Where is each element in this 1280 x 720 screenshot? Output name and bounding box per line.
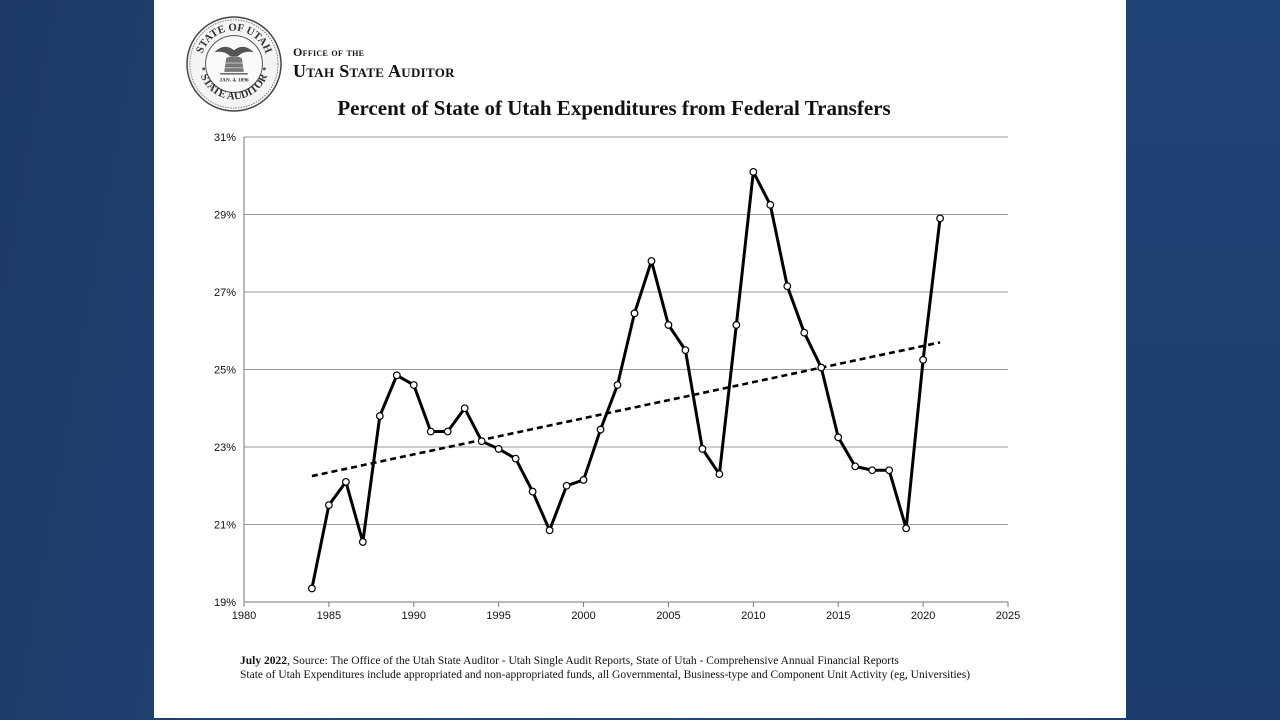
data-point	[715, 470, 724, 479]
data-point	[477, 437, 486, 446]
data-point	[426, 427, 435, 436]
series-line	[310, 170, 942, 589]
x-tick-label: 2000	[571, 610, 595, 622]
data-point	[749, 167, 758, 176]
data-point	[851, 462, 860, 471]
data-point	[902, 524, 911, 533]
data-point	[885, 466, 894, 475]
chart-panel	[154, 0, 1126, 718]
data-point	[494, 445, 503, 453]
office-line-1: Office of the	[293, 45, 365, 59]
footnote-date: July 2022	[240, 655, 287, 667]
data-point	[596, 425, 605, 434]
data-point	[528, 487, 537, 496]
data-point	[698, 445, 707, 453]
data-point	[919, 355, 928, 364]
eagle-beehive-icon	[214, 46, 254, 75]
utah-state-seal: STATE OF UTAH STATE AUDITOR JAN. 4, 1896	[186, 16, 282, 112]
svg-text:JAN. 4, 1896: JAN. 4, 1896	[219, 78, 249, 84]
data-point	[409, 381, 418, 389]
data-point	[817, 363, 826, 372]
x-tick-label: 2025	[996, 610, 1020, 622]
data-point	[308, 584, 316, 593]
data-point	[613, 381, 622, 389]
data-point	[460, 404, 469, 413]
data-point	[732, 321, 741, 329]
data-point	[545, 526, 554, 535]
chart-title: Percent of State of Utah Expenditures fr…	[337, 96, 891, 120]
office-line-2: Utah State Auditor	[293, 61, 455, 81]
data-point	[443, 427, 452, 436]
data-point	[324, 501, 333, 510]
data-point	[783, 282, 792, 291]
data-point	[681, 346, 690, 355]
data-point	[392, 371, 401, 380]
y-tick-label: 27%	[214, 287, 236, 299]
data-point	[664, 321, 673, 329]
y-tick-label: 21%	[214, 520, 236, 532]
data-point	[936, 214, 944, 223]
y-tick-label: 19%	[214, 597, 236, 609]
x-tick-label: 1995	[486, 610, 510, 622]
data-point	[375, 412, 384, 420]
data-point	[511, 454, 520, 463]
data-point	[647, 257, 656, 265]
x-tick-label: 1990	[402, 610, 426, 622]
footnote-note: State of Utah Expenditures include appro…	[240, 669, 971, 681]
slide-background-right	[1126, 0, 1280, 720]
y-tick-label: 29%	[214, 210, 236, 222]
data-point	[800, 328, 809, 337]
line-chart: 19% 21% 23% 25% 27% 29% 31% 1980 1985 1990 1995 200…	[214, 132, 1020, 622]
x-tick-label: 2005	[656, 610, 680, 622]
footnote: July 2022, Source: The Office of the Uta…	[240, 654, 970, 682]
trend-line	[311, 341, 941, 478]
y-tick-label: 23%	[214, 442, 236, 454]
data-point	[868, 466, 877, 475]
x-tick-label: 2020	[911, 610, 935, 622]
data-point	[341, 477, 350, 486]
x-tick-label: 1985	[317, 610, 341, 622]
data-point	[630, 309, 639, 318]
x-tick-label: 2010	[741, 610, 765, 622]
x-tick-label: 1980	[232, 610, 256, 622]
data-point	[562, 481, 571, 490]
footnote-source-line: July 2022, Source: The Office of the Uta…	[240, 654, 970, 668]
y-tick-label: 25%	[214, 365, 236, 377]
y-tick-label: 31%	[214, 132, 236, 144]
data-point	[834, 433, 843, 442]
data-point	[579, 476, 588, 484]
data-point	[766, 200, 775, 209]
x-tick-label: 2015	[826, 610, 850, 622]
data-point	[358, 538, 367, 546]
footnote-source: , Source: The Office of the Utah State A…	[286, 655, 899, 667]
